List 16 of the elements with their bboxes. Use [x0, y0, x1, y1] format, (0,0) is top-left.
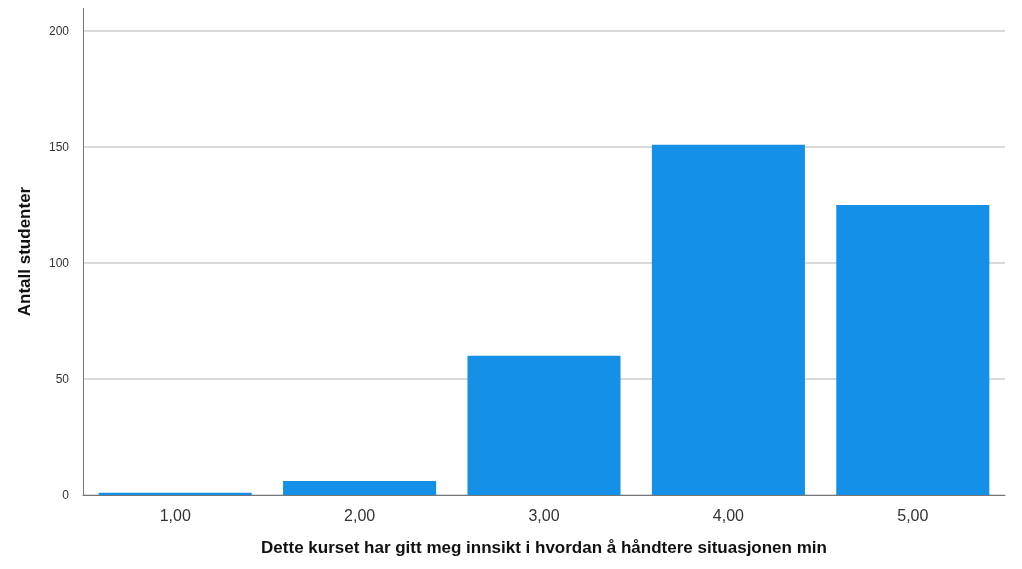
y-tick-label: 200: [48, 24, 70, 39]
x-tick-label: 3,00: [528, 506, 560, 524]
x-tick-label: 5,00: [897, 506, 929, 524]
bar: [467, 355, 621, 495]
y-axis-title: Antall studenter: [15, 186, 34, 317]
bar: [283, 481, 437, 495]
x-tick-label: 4,00: [712, 506, 745, 524]
x-tick-label: 2,00: [344, 506, 376, 524]
bar: [836, 205, 990, 495]
x-tick-label: 1,00: [159, 506, 191, 524]
y-tick-label: 50: [55, 372, 70, 387]
x-axis-title: Dette kurset har gitt meg innsikt i hvordan å håndtere situasjonen min: [261, 538, 827, 557]
bar: [651, 144, 805, 495]
y-tick-label: 150: [48, 140, 70, 155]
y-tick-label: 0: [62, 488, 70, 502]
y-tick-label: 100: [48, 256, 70, 271]
